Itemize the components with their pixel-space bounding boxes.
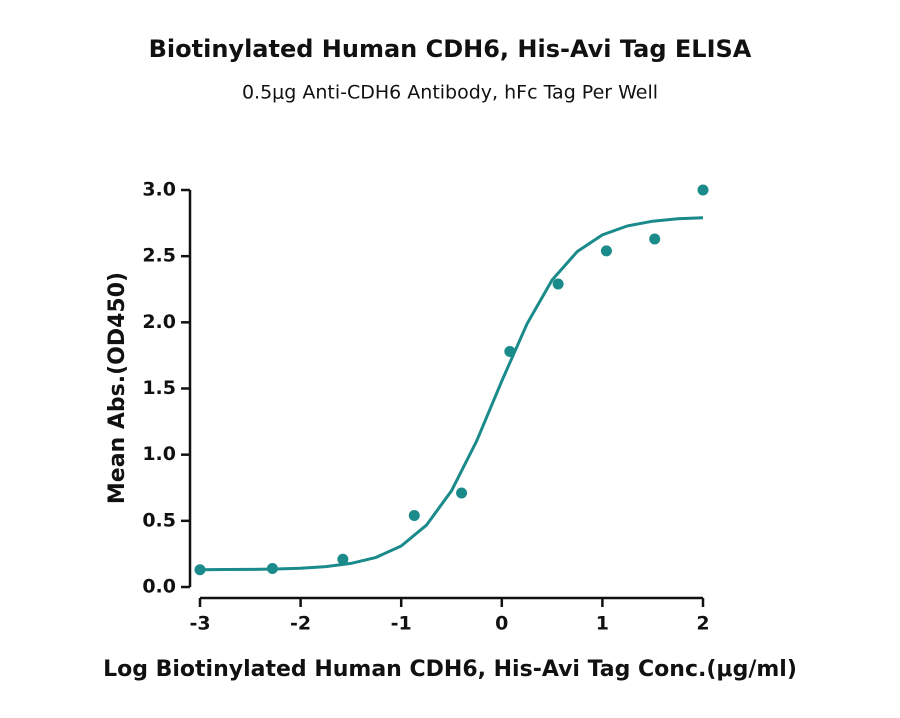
chart-subtitle: 0.5μg Anti-CDH6 Antibody, hFc Tag Per We… [242, 82, 658, 104]
data-point [697, 184, 709, 196]
data-point [504, 345, 516, 357]
data-point [266, 562, 278, 574]
data-point [456, 487, 468, 499]
data-point [408, 510, 420, 522]
x-tick-label: -3 [189, 613, 210, 635]
chart-title: Biotinylated Human CDH6, His-Avi Tag ELI… [149, 35, 752, 63]
x-tick-label: -2 [290, 613, 311, 635]
data-point [649, 233, 661, 245]
data-point [194, 564, 206, 576]
y-tick-label: 0.5 [142, 509, 176, 531]
x-tick-label: 2 [696, 613, 709, 635]
y-tick-label: 1.0 [142, 443, 176, 465]
fit-curve [199, 216, 704, 572]
x-axis-label: Log Biotinylated Human CDH6, His-Avi Tag… [103, 657, 797, 682]
x-tick-label: 1 [596, 613, 609, 635]
data-point [600, 245, 612, 257]
y-tick-label: 2.5 [142, 245, 176, 267]
x-tick-label: -1 [391, 613, 412, 635]
x-tick-label: 0 [495, 613, 508, 635]
data-point [337, 553, 349, 565]
data-point [552, 278, 564, 290]
y-tick-label: 3.0 [142, 179, 176, 201]
y-tick-label: 0.0 [142, 576, 176, 598]
y-axis-label: Mean Abs.(OD450) [105, 272, 130, 504]
y-tick-label: 1.5 [142, 377, 176, 399]
y-tick-label: 2.0 [142, 311, 176, 333]
